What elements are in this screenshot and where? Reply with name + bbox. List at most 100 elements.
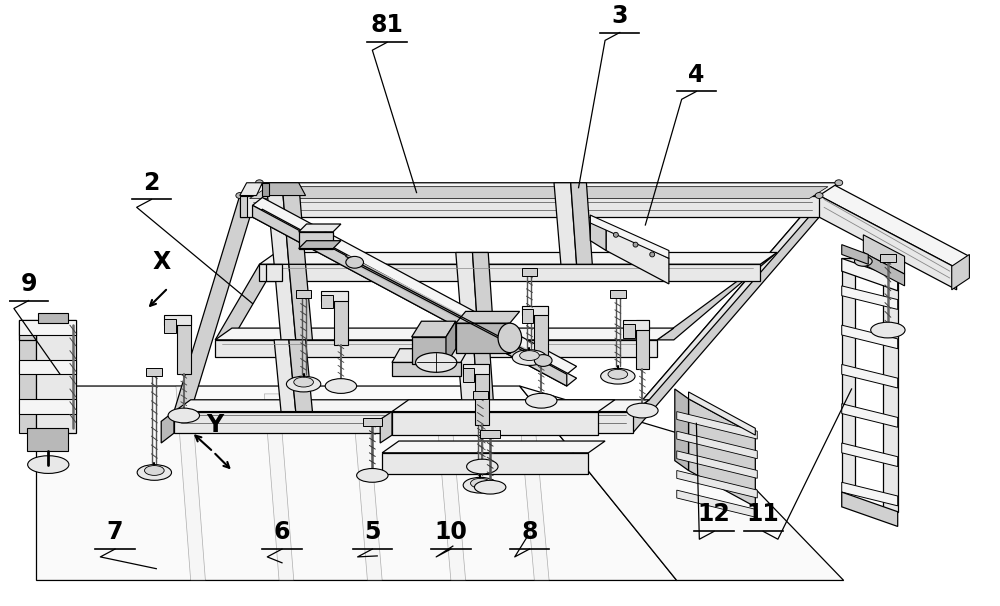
Polygon shape: [259, 253, 777, 264]
Polygon shape: [382, 441, 605, 453]
Ellipse shape: [286, 376, 321, 392]
Polygon shape: [610, 290, 626, 298]
Ellipse shape: [255, 180, 263, 185]
Polygon shape: [880, 255, 896, 262]
Polygon shape: [19, 320, 76, 335]
Polygon shape: [689, 392, 755, 435]
Ellipse shape: [145, 465, 164, 475]
Polygon shape: [534, 305, 548, 359]
Polygon shape: [334, 291, 348, 345]
Polygon shape: [164, 319, 176, 333]
Polygon shape: [253, 209, 577, 386]
Polygon shape: [363, 418, 382, 426]
Polygon shape: [299, 224, 341, 232]
Polygon shape: [36, 320, 76, 433]
Polygon shape: [296, 290, 311, 298]
Ellipse shape: [294, 377, 313, 387]
Polygon shape: [606, 225, 669, 284]
Polygon shape: [289, 340, 312, 411]
Polygon shape: [677, 470, 757, 498]
Polygon shape: [636, 320, 649, 369]
Ellipse shape: [601, 368, 635, 384]
Polygon shape: [27, 428, 68, 451]
Polygon shape: [253, 198, 577, 375]
Polygon shape: [677, 431, 757, 459]
Ellipse shape: [236, 193, 244, 199]
Polygon shape: [863, 253, 905, 286]
Polygon shape: [262, 183, 269, 196]
Polygon shape: [174, 400, 649, 411]
Text: 3: 3: [612, 4, 628, 28]
Ellipse shape: [512, 350, 547, 365]
Polygon shape: [571, 183, 592, 264]
Polygon shape: [164, 315, 191, 325]
Ellipse shape: [471, 478, 490, 488]
Polygon shape: [240, 196, 247, 217]
Polygon shape: [19, 399, 76, 413]
Polygon shape: [952, 255, 969, 290]
Ellipse shape: [613, 232, 618, 238]
Ellipse shape: [835, 180, 843, 185]
Ellipse shape: [28, 456, 69, 473]
Ellipse shape: [633, 242, 638, 247]
Polygon shape: [522, 305, 548, 315]
Polygon shape: [590, 215, 606, 250]
Polygon shape: [689, 399, 755, 507]
Polygon shape: [38, 313, 68, 323]
Text: 9: 9: [20, 271, 37, 296]
Polygon shape: [161, 411, 174, 443]
Polygon shape: [240, 196, 819, 217]
Polygon shape: [863, 235, 905, 274]
Text: 81: 81: [371, 13, 404, 38]
Polygon shape: [259, 264, 760, 281]
Polygon shape: [456, 253, 478, 340]
Polygon shape: [446, 321, 456, 364]
Polygon shape: [633, 183, 839, 411]
Text: 6: 6: [274, 520, 290, 544]
Polygon shape: [266, 264, 282, 281]
Polygon shape: [456, 311, 520, 323]
Text: 8: 8: [521, 520, 538, 544]
Polygon shape: [473, 328, 494, 411]
Ellipse shape: [815, 193, 823, 199]
Polygon shape: [321, 295, 333, 308]
Ellipse shape: [526, 393, 557, 408]
Polygon shape: [215, 264, 276, 340]
Polygon shape: [264, 394, 294, 581]
Polygon shape: [19, 320, 36, 340]
Ellipse shape: [325, 379, 357, 393]
Text: 4: 4: [688, 62, 705, 87]
Ellipse shape: [608, 369, 628, 379]
Polygon shape: [463, 364, 489, 375]
Text: 11: 11: [747, 502, 780, 527]
Polygon shape: [380, 411, 392, 443]
Polygon shape: [174, 411, 633, 433]
Polygon shape: [842, 482, 898, 506]
Polygon shape: [353, 402, 382, 581]
Polygon shape: [842, 286, 898, 310]
Polygon shape: [177, 315, 191, 375]
Ellipse shape: [467, 459, 498, 474]
Text: 5: 5: [364, 520, 381, 544]
Polygon shape: [299, 241, 341, 248]
Polygon shape: [253, 205, 567, 386]
Ellipse shape: [534, 355, 552, 367]
Polygon shape: [473, 253, 494, 340]
Polygon shape: [274, 340, 296, 411]
Ellipse shape: [416, 353, 457, 372]
Ellipse shape: [346, 256, 364, 268]
Polygon shape: [36, 386, 677, 581]
Polygon shape: [321, 291, 348, 301]
Polygon shape: [657, 253, 777, 340]
Ellipse shape: [474, 481, 506, 494]
Polygon shape: [842, 325, 898, 348]
Polygon shape: [299, 232, 333, 248]
Polygon shape: [176, 386, 205, 581]
Polygon shape: [677, 451, 757, 478]
Polygon shape: [819, 196, 957, 290]
Polygon shape: [480, 430, 500, 438]
Polygon shape: [215, 340, 657, 356]
Polygon shape: [842, 404, 898, 427]
Ellipse shape: [520, 351, 539, 361]
Polygon shape: [623, 324, 635, 338]
